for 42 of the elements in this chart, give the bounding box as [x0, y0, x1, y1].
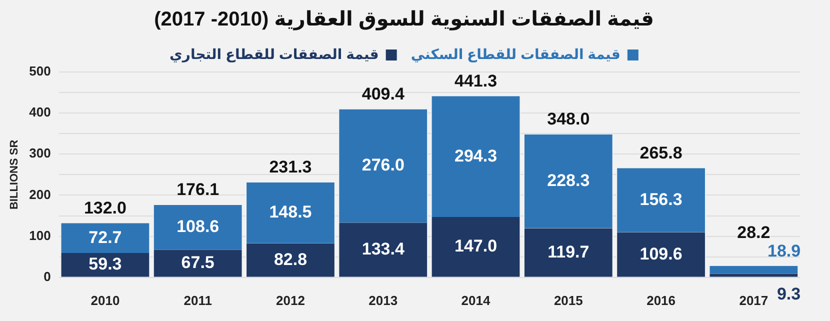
total-label: 441.3: [454, 71, 498, 90]
data-label: 156.3: [640, 190, 682, 209]
y-tick-label: 300: [29, 146, 51, 161]
data-label: 109.6: [640, 244, 682, 264]
y-tick-label: 100: [29, 228, 51, 243]
data-label: 72.7: [88, 228, 122, 247]
data-label: 18.9: [768, 242, 801, 261]
data-label: 119.7: [548, 242, 590, 262]
data-label: 67.5: [181, 252, 214, 272]
legend-label: قيمة الصفقات للقطاع التجاري: [170, 46, 379, 63]
y-tick-label: 500: [29, 64, 51, 79]
y-tick-label: 200: [29, 186, 51, 202]
y-tick-label: 0: [44, 268, 51, 284]
total-label: 176.1: [176, 180, 220, 200]
total-label: 348.0: [547, 110, 590, 129]
data-label: 276.0: [362, 156, 404, 175]
y-axis-title: BILLIONS SR: [8, 140, 21, 210]
legend-label: قيمة الصفقات للقطاع السكني: [410, 46, 620, 63]
y-tick-label: 400: [29, 104, 51, 120]
total-label: 265.8: [640, 143, 682, 162]
x-tick-label: 2016: [646, 292, 676, 308]
x-tick-label: 2010: [90, 292, 120, 308]
data-label: 133.4: [362, 239, 405, 258]
total-label: 132.0: [84, 198, 126, 218]
data-label: 148.5: [269, 202, 312, 222]
total-label: 231.3: [269, 158, 312, 177]
total-label: 28.2: [737, 223, 770, 242]
chart-title: قيمة الصفقات السنوية للسوق العقارية (2010- 2017): [154, 8, 654, 31]
data-label: 228.3: [547, 171, 590, 190]
x-tick-label: 2012: [276, 292, 305, 308]
x-tick-label: 2011: [184, 292, 212, 308]
x-tick-label: 2014: [461, 292, 491, 308]
data-label: 82.8: [274, 250, 308, 269]
data-label: 147.0: [454, 236, 498, 256]
total-label: 409.4: [362, 84, 405, 104]
data-label: 108.6: [176, 217, 220, 236]
data-label: 294.3: [454, 146, 498, 166]
x-tick-label: 2015: [554, 292, 583, 308]
data-label: 9.3: [776, 284, 801, 304]
x-tick-label: 2013: [368, 292, 398, 308]
x-tick-label: 2017: [739, 292, 768, 308]
data-label: 59.3: [88, 254, 122, 274]
